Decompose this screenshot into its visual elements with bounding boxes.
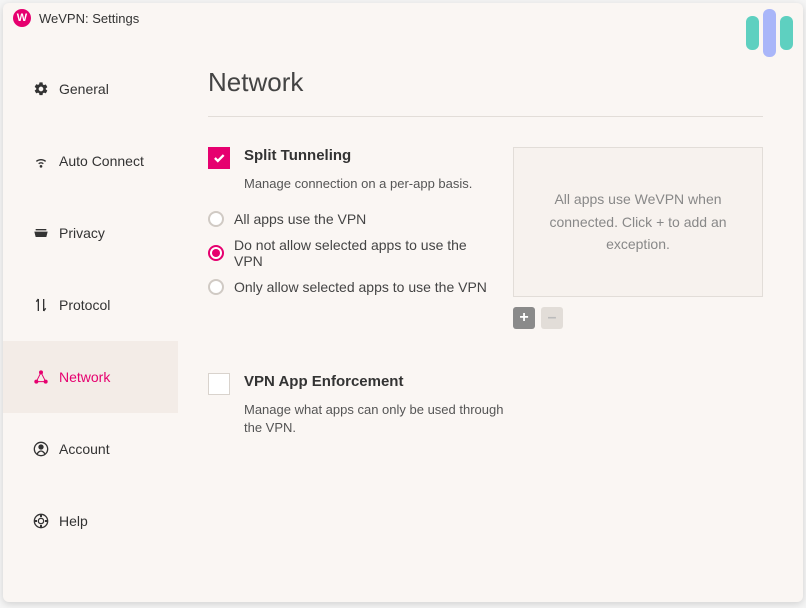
apps-exceptions-box: All apps use WeVPN when connected. Click… [513, 147, 763, 297]
protocol-icon [33, 297, 49, 313]
radio-all-apps[interactable]: All apps use the VPN [208, 211, 489, 227]
radio-label: Do not allow selected apps to use the VP… [234, 237, 489, 269]
radio-icon [208, 211, 224, 227]
gear-icon [33, 81, 49, 97]
split-tunneling-desc: Manage connection on a per-app basis. [244, 175, 489, 193]
network-icon [33, 369, 49, 385]
titlebar: W WeVPN: Settings [3, 3, 803, 33]
sidebar-item-label: Help [59, 513, 88, 529]
split-tunneling-checkbox[interactable] [208, 147, 230, 169]
app-logo-icon: W [13, 9, 31, 27]
split-tunneling-section: Split Tunneling Manage connection on a p… [208, 147, 763, 329]
accent-bar [780, 16, 793, 50]
sidebar-item-auto-connect[interactable]: Auto Connect [3, 125, 178, 197]
radio-disallow-selected[interactable]: Do not allow selected apps to use the VP… [208, 237, 489, 269]
sidebar-item-label: Network [59, 369, 110, 385]
vpn-enforcement-desc: Manage what apps can only be used throug… [244, 401, 504, 437]
sidebar-item-label: Protocol [59, 297, 110, 313]
account-icon [33, 441, 49, 457]
vpn-enforcement-title: VPN App Enforcement [244, 373, 403, 390]
split-tunneling-options: All apps use the VPN Do not allow select… [208, 211, 489, 295]
settings-window: W WeVPN: Settings General Auto Connect [3, 3, 803, 602]
divider [208, 116, 763, 117]
sidebar-item-label: General [59, 81, 109, 97]
apps-box-placeholder: All apps use WeVPN when connected. Click… [532, 188, 744, 255]
help-icon [33, 513, 49, 529]
sidebar-item-label: Auto Connect [59, 153, 144, 169]
radio-label: All apps use the VPN [234, 211, 366, 227]
sidebar-item-general[interactable]: General [3, 53, 178, 125]
sidebar-item-network[interactable]: Network [3, 341, 178, 413]
wifi-icon [33, 153, 49, 169]
sidebar: General Auto Connect Privacy Protocol [3, 33, 178, 602]
sidebar-item-account[interactable]: Account [3, 413, 178, 485]
vpn-enforcement-section: VPN App Enforcement Manage what apps can… [208, 373, 763, 437]
sidebar-item-privacy[interactable]: Privacy [3, 197, 178, 269]
remove-exception-button[interactable]: – [541, 307, 563, 329]
split-tunneling-title: Split Tunneling [244, 147, 351, 164]
privacy-icon [33, 225, 49, 241]
sidebar-item-label: Account [59, 441, 110, 457]
sidebar-item-help[interactable]: Help [3, 485, 178, 557]
vpn-enforcement-checkbox[interactable] [208, 373, 230, 395]
main-panel: Network Split Tunneling Manage connectio… [178, 33, 803, 602]
sidebar-item-protocol[interactable]: Protocol [3, 269, 178, 341]
sidebar-item-label: Privacy [59, 225, 105, 241]
radio-icon [208, 245, 224, 261]
accent-bar [746, 16, 759, 50]
radio-allow-selected[interactable]: Only allow selected apps to use the VPN [208, 279, 489, 295]
page-title: Network [208, 67, 763, 98]
add-exception-button[interactable]: + [513, 307, 535, 329]
accent-bar [763, 9, 776, 57]
radio-label: Only allow selected apps to use the VPN [234, 279, 487, 295]
content-area: General Auto Connect Privacy Protocol [3, 33, 803, 602]
radio-icon [208, 279, 224, 295]
accent-decoration [746, 9, 793, 57]
window-title: WeVPN: Settings [39, 11, 139, 26]
